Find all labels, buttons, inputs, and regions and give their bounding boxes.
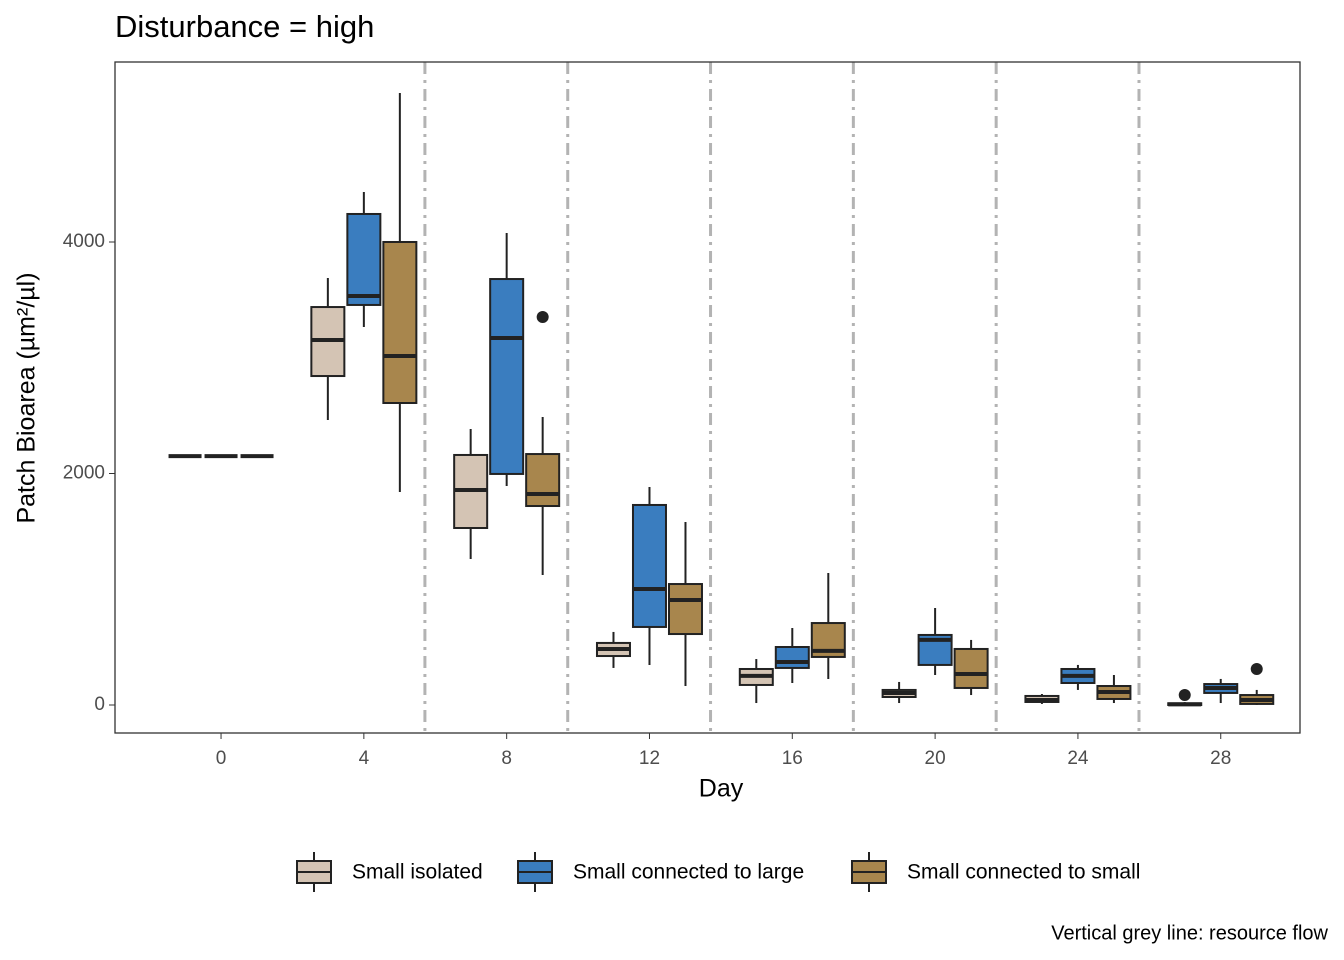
box [525,453,561,508]
x-tick-label: 12 [639,748,660,769]
box [953,647,989,689]
legend-label: Small connected to small [907,861,1140,884]
box [346,212,382,306]
legend-label: Small connected to large [573,861,804,884]
x-tick-label: 28 [1210,748,1231,769]
legend-label: Small isolated [352,861,483,884]
y-axis-title: Patch Bioarea (µm²/µl) [13,272,41,523]
outlier [1178,689,1191,702]
x-axis-title: Day [699,775,744,803]
box [774,645,810,669]
chart-title: Disturbance = high [115,9,374,44]
x-tick-label: 8 [501,748,512,769]
x-tick-label: 24 [1067,748,1089,769]
y-tick-label: 4000 [63,231,105,252]
outlier [536,310,549,323]
outlier [1250,662,1263,675]
x-tick-label: 0 [216,748,227,769]
box [489,278,525,475]
caption: Vertical grey line: resource flow [1051,922,1328,944]
y-tick-label: 0 [94,694,105,715]
x-tick-label: 16 [782,748,803,769]
y-tick-label: 2000 [63,463,105,484]
x-tick-label: 4 [359,748,370,769]
box [382,240,418,404]
box [631,503,667,628]
x-tick-label: 20 [925,748,946,769]
panel-border [114,61,1301,734]
box [667,583,703,636]
